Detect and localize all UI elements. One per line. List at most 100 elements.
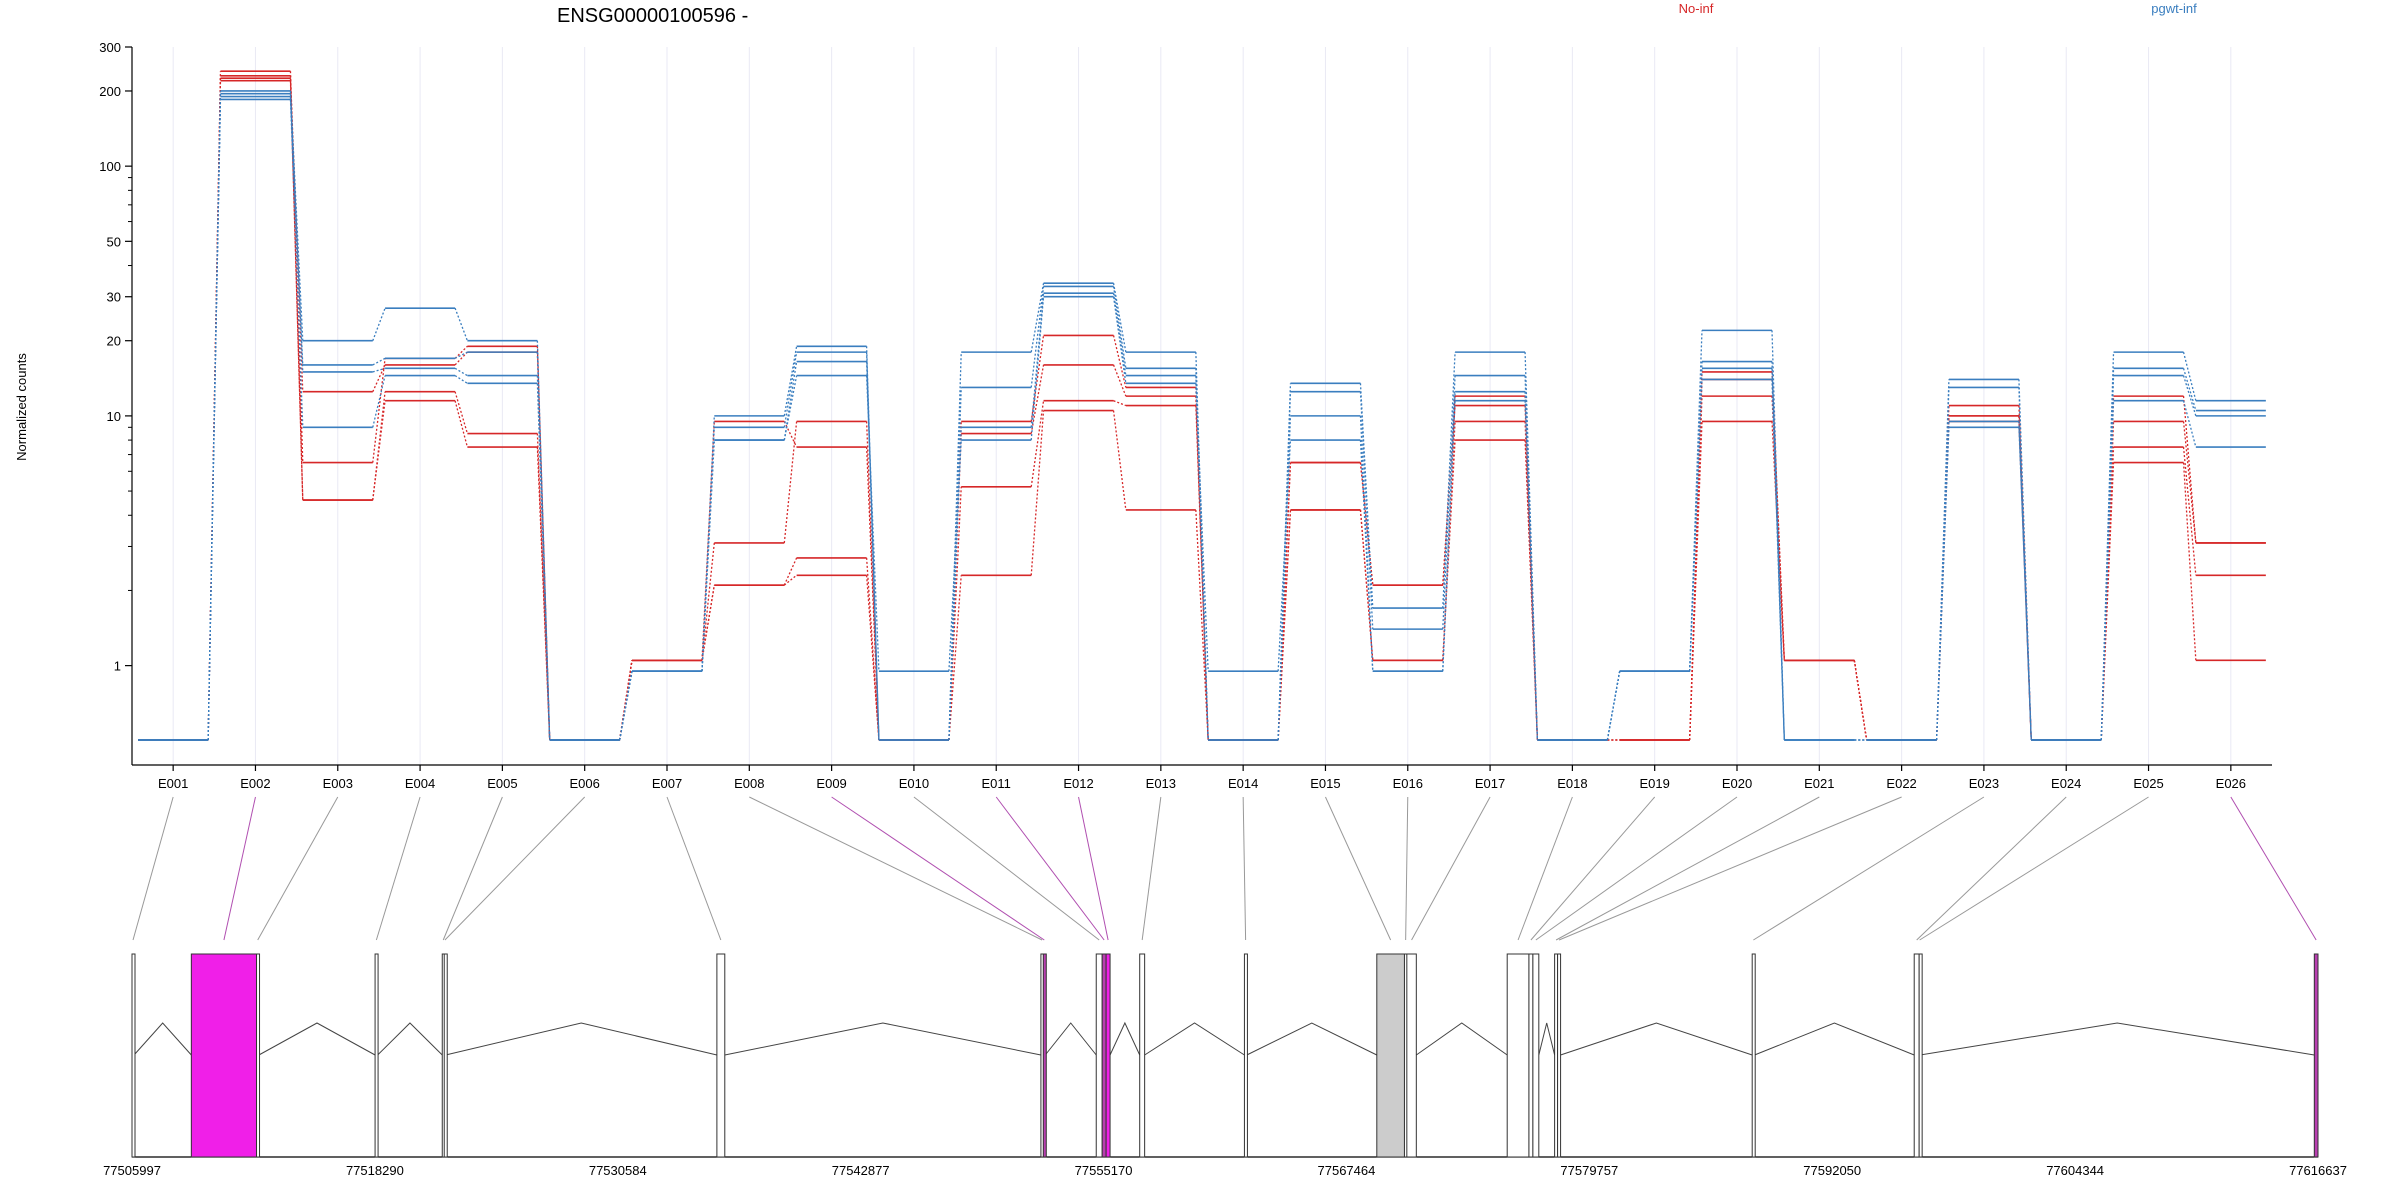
y-tick-label: 10 xyxy=(107,409,121,424)
data-connector xyxy=(1935,421,1950,741)
exon-connector-e014 xyxy=(1242,796,1247,941)
data-connector xyxy=(1935,421,1950,741)
exon-connector-e024 xyxy=(1916,796,2067,941)
data-connector xyxy=(1442,375,1456,630)
chart-title: ENSG00000100596 - xyxy=(557,5,748,27)
data-connector xyxy=(289,93,304,365)
exon-box-e013 xyxy=(1139,953,1146,1158)
intron-line xyxy=(445,1022,718,1056)
data-connector xyxy=(1359,440,1374,672)
data-connector xyxy=(1359,462,1374,586)
data-connector xyxy=(1359,509,1374,661)
exon-box-e015 xyxy=(1376,953,1405,1158)
intron-line xyxy=(1920,1022,2315,1056)
intron-line xyxy=(1538,1022,1556,1056)
x-tick-label: E002 xyxy=(240,776,270,791)
data-connector xyxy=(1771,379,1785,741)
data-connector xyxy=(372,307,386,341)
exon-connector-e021 xyxy=(1555,796,1820,941)
x-tick-label: E022 xyxy=(1886,776,1916,791)
data-connector xyxy=(1277,440,1292,672)
coordinate-label: 77505997 xyxy=(103,1163,161,1178)
exon-box-e004 xyxy=(374,953,379,1158)
exon-connector-e026 xyxy=(2230,796,2317,941)
series-no-inf-1 xyxy=(138,75,2266,741)
intron-line xyxy=(377,1022,443,1056)
coordinate-label: 77616637 xyxy=(2289,1163,2347,1178)
data-connector xyxy=(536,352,551,741)
x-tick-label: E006 xyxy=(570,776,600,791)
data-connector xyxy=(865,375,880,672)
data-connector xyxy=(783,574,798,586)
coordinate-label: 77555170 xyxy=(1075,1163,1133,1178)
data-connector xyxy=(1277,509,1292,741)
exon-box-e026 xyxy=(2313,953,2319,1158)
exon-box-e012 xyxy=(1105,953,1111,1158)
series-no-inf-0 xyxy=(138,70,2266,741)
y-tick-label: 20 xyxy=(107,334,121,349)
x-tick-label: E026 xyxy=(2216,776,2246,791)
exon-connector-e011 xyxy=(995,796,1105,941)
series-pgwt-inf-4 xyxy=(138,90,2266,741)
x-tick-label: E024 xyxy=(2051,776,2081,791)
intron-line xyxy=(1754,1022,1915,1056)
data-connector xyxy=(536,383,551,741)
data-connector xyxy=(1030,335,1045,422)
exon-connector-e023 xyxy=(1753,796,1985,941)
exon-connector-e019 xyxy=(1530,796,1656,941)
data-connector xyxy=(1606,671,1621,741)
exon-box-e006 xyxy=(443,953,448,1158)
data-connector xyxy=(865,361,880,741)
data-connector xyxy=(454,400,469,448)
exon-box-e001 xyxy=(131,953,136,1158)
exon-connector-e003 xyxy=(257,796,339,941)
x-tick-label: E020 xyxy=(1722,776,1752,791)
exon-box-e010 xyxy=(1095,953,1103,1158)
exon-connector-e012 xyxy=(1078,796,1109,941)
exon-connector-e001 xyxy=(132,796,174,941)
exon-box-e014 xyxy=(1243,953,1248,1158)
exon-box-e003 xyxy=(256,953,261,1158)
exon-connector-e020 xyxy=(1535,796,1738,941)
data-connector xyxy=(2182,462,2197,661)
data-connector xyxy=(454,307,468,341)
data-connector xyxy=(1195,383,1209,672)
series-pgwt-inf-7 xyxy=(138,98,2266,741)
data-connector xyxy=(1030,283,1045,353)
data-connector xyxy=(1606,671,1621,741)
exon-box-e020 xyxy=(1532,953,1540,1158)
x-tick-label: E023 xyxy=(1969,776,1999,791)
data-connector xyxy=(783,352,798,428)
exon-box-e011 xyxy=(1101,953,1107,1158)
x-axis: E001 E002 E003 E004 E005 E006 E007 E008 E009 E010… xyxy=(132,764,2272,791)
data-connector xyxy=(2018,427,2032,741)
legend-entry-pgwt-inf: pgwt-inf xyxy=(2151,1,2197,16)
x-tick-label: E016 xyxy=(1393,776,1423,791)
exon-box-e018 xyxy=(1506,953,1530,1158)
data-connector xyxy=(2018,421,2032,741)
exon-connector-e007 xyxy=(666,796,722,941)
data-connector xyxy=(2182,375,2197,417)
series-pgwt-inf-6 xyxy=(138,95,2266,741)
exon-connector-e016 xyxy=(1405,796,1409,941)
series-pgwt-inf-5 xyxy=(138,92,2266,741)
data-connector xyxy=(948,440,962,672)
data-connector xyxy=(619,671,633,741)
y-axis: 1 10 20 30 50 100 200 300 xyxy=(99,40,133,765)
data-connector xyxy=(1030,410,1045,576)
data-connector xyxy=(2182,447,2197,576)
exon-connectors xyxy=(132,796,2317,941)
exon-connector-e017 xyxy=(1411,796,1491,941)
x-tick-label: E019 xyxy=(1640,776,1670,791)
x-tick-label: E011 xyxy=(982,776,1011,791)
data-connector xyxy=(1442,352,1456,609)
y-tick-label: 30 xyxy=(107,290,121,305)
coordinate-label: 77530584 xyxy=(589,1163,647,1178)
data-connector xyxy=(948,421,962,741)
data-connector xyxy=(619,671,633,741)
x-tick-label: E021 xyxy=(1804,776,1834,791)
grid xyxy=(172,47,2232,765)
coordinate-label: 77518290 xyxy=(346,1163,404,1178)
data-connector xyxy=(454,375,468,384)
